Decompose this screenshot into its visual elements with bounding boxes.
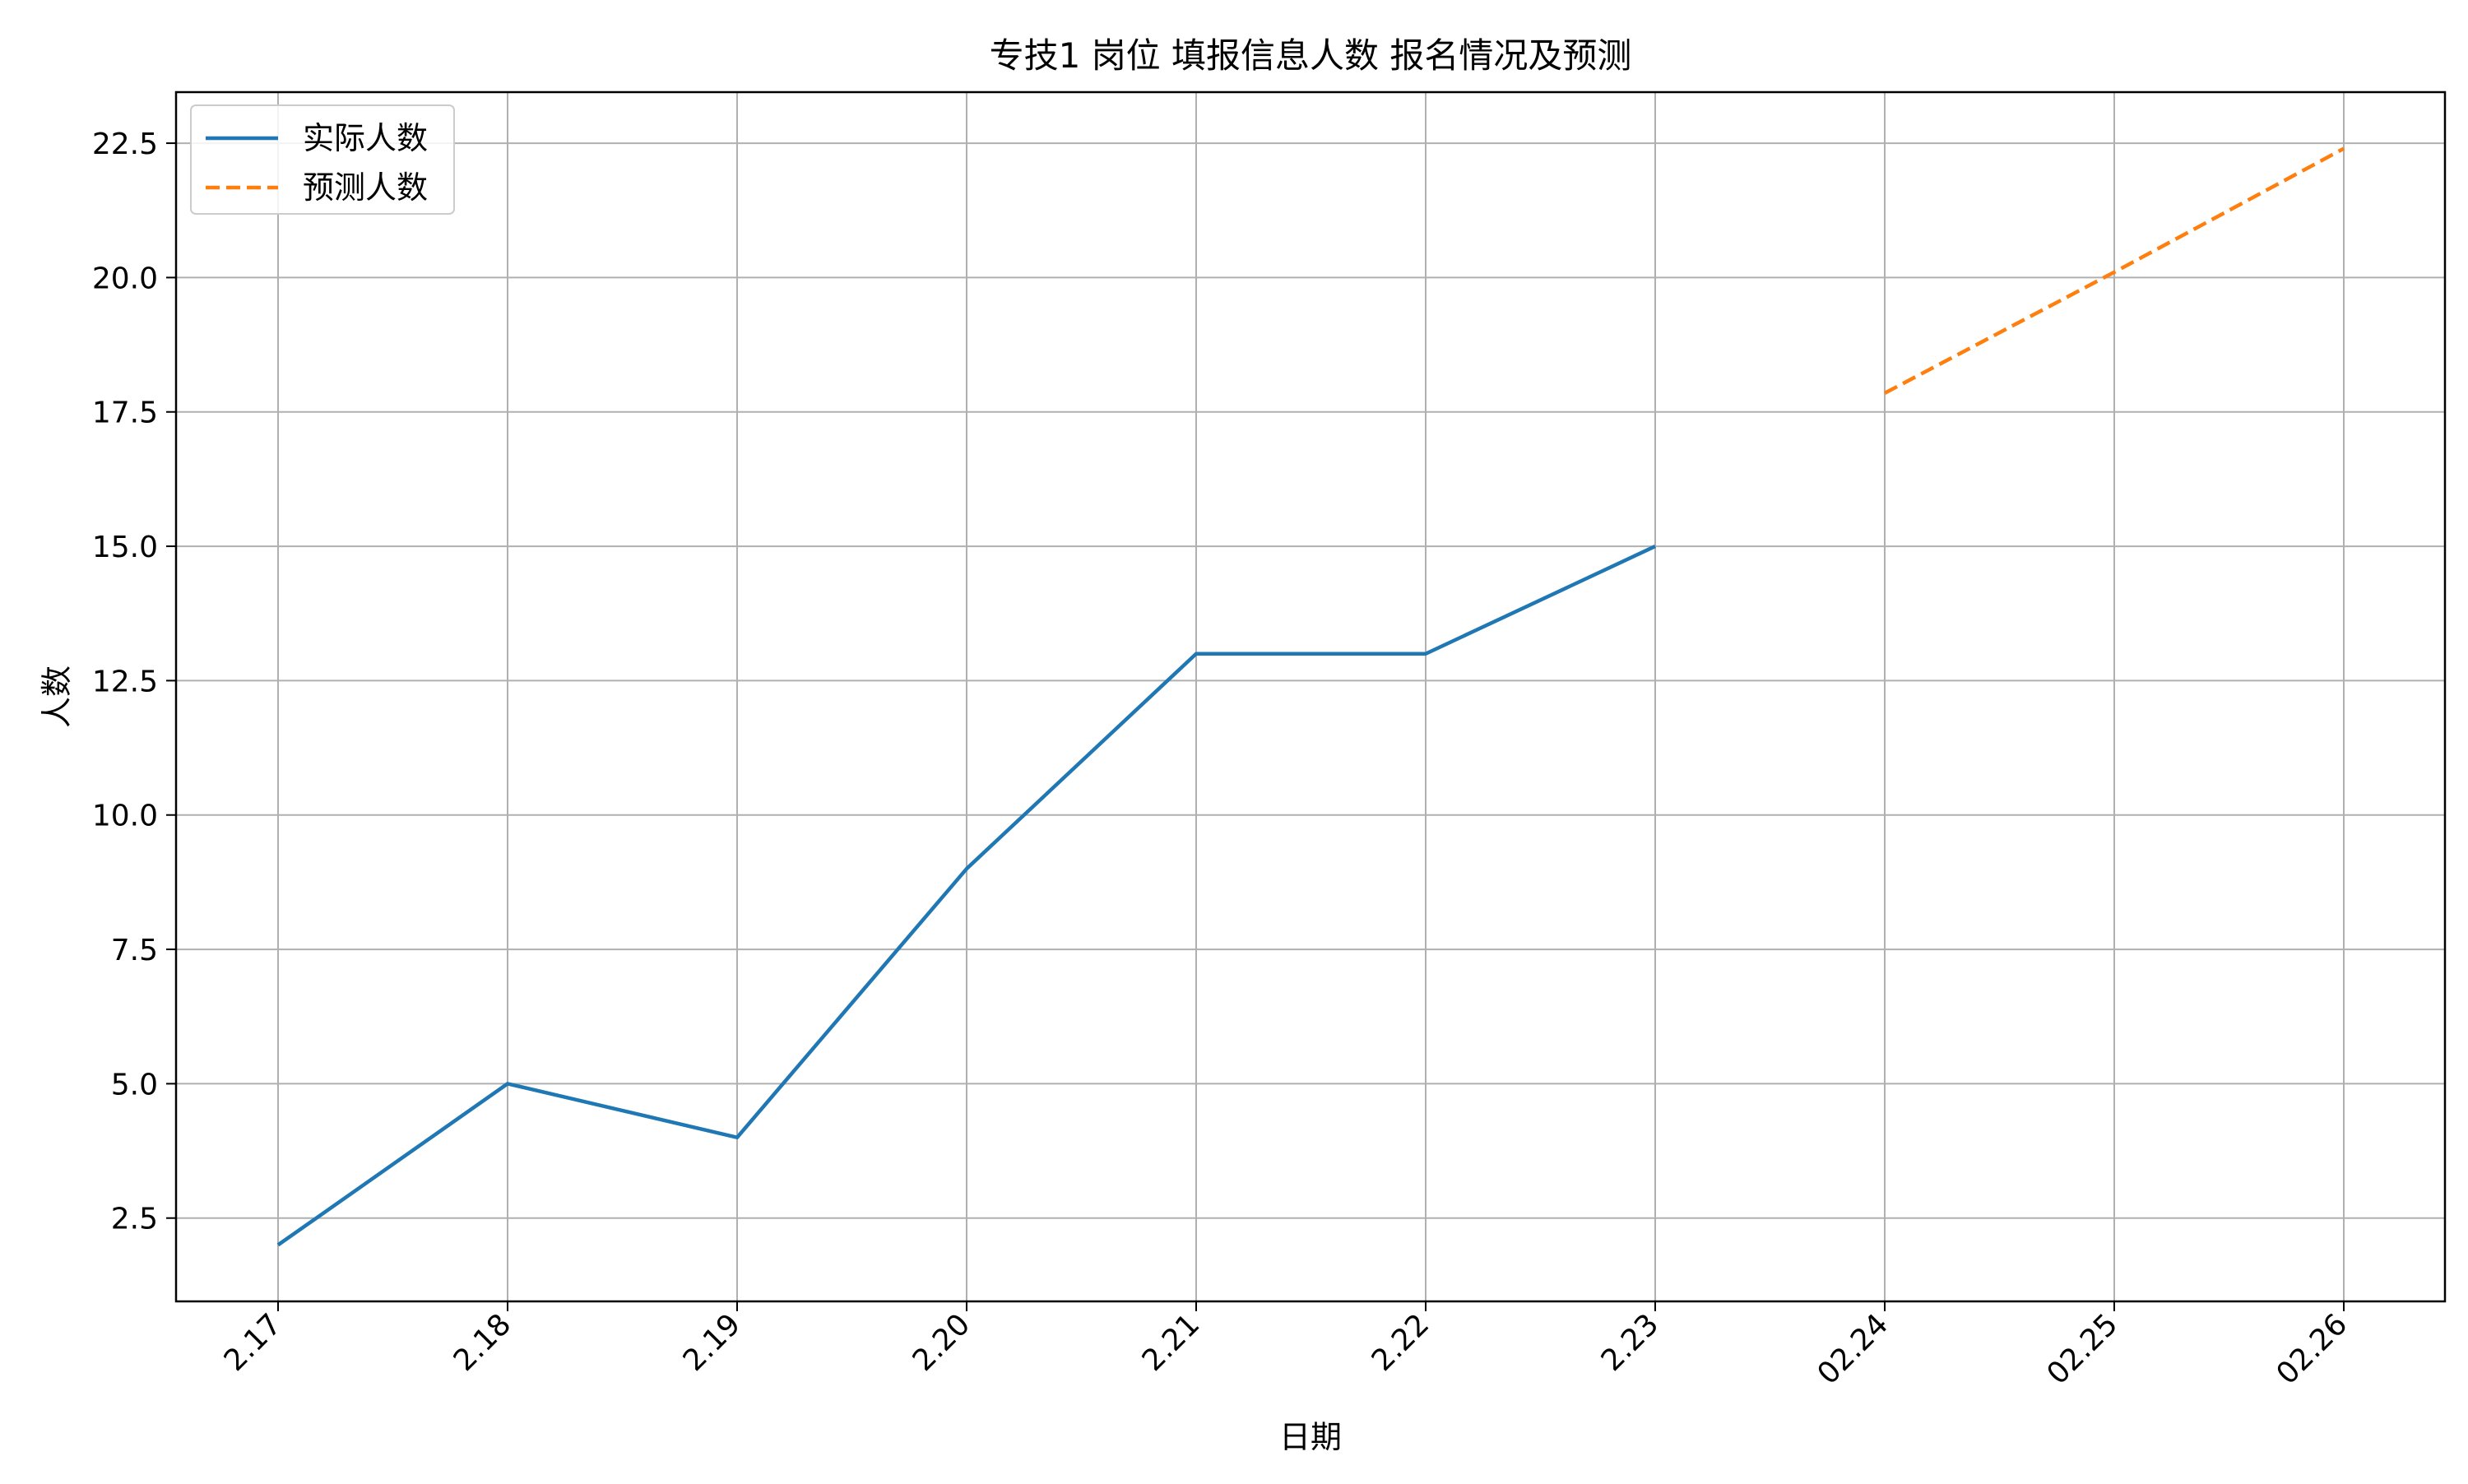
data-point-forecast: [2112, 270, 2117, 275]
data-point-actual: [735, 1135, 740, 1140]
data-point-actual: [505, 1081, 510, 1086]
data-point-forecast: [2341, 146, 2346, 151]
y-tick-label: 7.5: [111, 934, 158, 967]
y-tick-label: 2.5: [111, 1203, 158, 1236]
data-point-actual: [1194, 652, 1199, 656]
data-point-actual: [964, 866, 969, 871]
y-tick-label: 20.0: [92, 262, 158, 295]
grid-lines: [176, 92, 2445, 1301]
legend: 实际人数 预测人数: [190, 104, 455, 215]
chart-title: 专技1 岗位 填报信息人数 报名情况及预测: [990, 35, 1632, 76]
y-tick-label: 15.0: [92, 531, 158, 564]
y-tick-label: 5.0: [111, 1068, 158, 1101]
data-point-actual: [1423, 652, 1428, 656]
data-point-actual: [1653, 544, 1658, 549]
data-point-forecast: [1882, 391, 1887, 396]
series-line-forecast: [1883, 146, 2345, 395]
x-axis-label: 日期: [1279, 1419, 1342, 1455]
data-series: [276, 146, 2346, 1247]
y-tick-label: 10.0: [92, 800, 158, 833]
y-tick-label: 17.5: [92, 397, 158, 430]
legend-label-actual: 实际人数: [303, 120, 428, 156]
plot-area-frame: [174, 90, 2447, 1303]
y-tick-label: 12.5: [92, 665, 158, 698]
y-axis-label: 人数: [39, 665, 75, 728]
y-tick-label: 22.5: [92, 128, 158, 161]
legend-label-forecast: 预测人数: [303, 169, 428, 206]
series-line-actual: [276, 545, 1656, 1247]
data-point-actual: [276, 1242, 281, 1247]
